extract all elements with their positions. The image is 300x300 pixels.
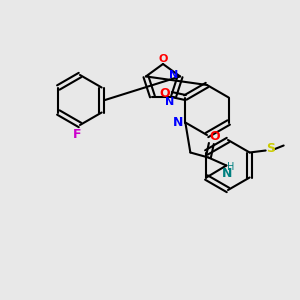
Text: N: N [169,70,179,80]
Text: O: O [158,54,168,64]
Text: F: F [73,128,81,140]
Text: N: N [173,116,184,129]
Text: S: S [266,142,275,155]
Text: H: H [227,163,234,172]
Text: N: N [222,167,233,180]
Text: O: O [159,87,170,100]
Text: O: O [209,130,220,143]
Text: N: N [165,97,174,106]
